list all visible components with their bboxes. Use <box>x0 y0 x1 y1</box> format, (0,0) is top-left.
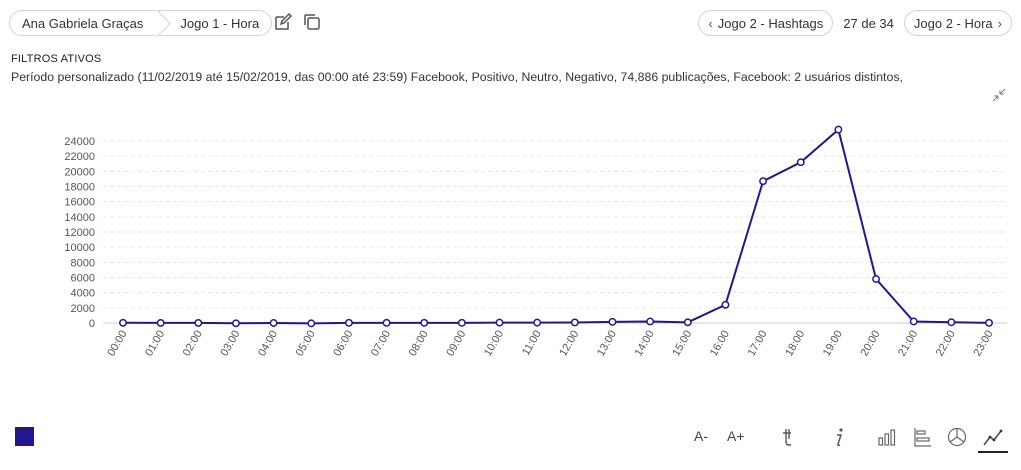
chevron-right-icon: › <box>997 15 1002 31</box>
y-tick-label: 20000 <box>64 166 95 178</box>
x-tick-label: 01:00 <box>143 329 167 359</box>
report-pager: ‹ Jogo 2 - Hashtags 27 de 34 Jogo 2 - Ho… <box>698 10 1012 36</box>
y-tick-label: 18000 <box>64 182 95 194</box>
y-tick-label: 4000 <box>71 288 95 300</box>
data-point[interactable] <box>796 158 805 167</box>
x-tick-label: 19:00 <box>821 329 845 359</box>
y-tick-label: 24000 <box>64 136 95 148</box>
previous-report-label: Jogo 2 - Hashtags <box>717 15 824 31</box>
data-point[interactable] <box>608 317 617 326</box>
previous-report-button[interactable]: ‹ Jogo 2 - Hashtags <box>698 10 834 36</box>
data-point[interactable] <box>307 319 316 328</box>
horizontal-bar-icon[interactable] <box>912 426 934 448</box>
x-tick-label: 14:00 <box>633 329 657 359</box>
y-tick-label: 14000 <box>64 212 95 224</box>
x-tick-label: 08:00 <box>407 329 431 359</box>
chart-svg: 0 2000 4000 6000 8000 10000 12000 14000 16000 180… <box>64 125 1007 359</box>
data-point[interactable] <box>533 318 542 327</box>
data-point[interactable] <box>834 125 843 134</box>
x-tick-label: 10:00 <box>482 329 506 359</box>
x-tick-label: 23:00 <box>971 329 995 359</box>
x-tick-label: 04:00 <box>256 329 280 359</box>
breadcrumb: Ana Gabriela Graças Jogo 1 - Hora <box>9 10 273 36</box>
data-point[interactable] <box>646 317 655 326</box>
data-point[interactable] <box>985 318 993 327</box>
data-point[interactable] <box>232 319 240 328</box>
data-point[interactable] <box>495 318 504 327</box>
x-tick-label: 22:00 <box>934 329 958 359</box>
data-point[interactable] <box>269 319 278 327</box>
y-tick-label: 10000 <box>64 242 95 254</box>
bar-chart-icon[interactable] <box>876 426 898 448</box>
series-line <box>122 127 990 325</box>
breadcrumb-item-report[interactable]: Jogo 1 - Hora <box>160 10 273 36</box>
x-tick-label: 02:00 <box>181 329 205 359</box>
collapse-icon[interactable] <box>991 87 1007 103</box>
x-tick-label: 20:00 <box>858 329 882 359</box>
x-tick-label: 16:00 <box>708 329 732 359</box>
info-icon[interactable] <box>828 426 850 448</box>
x-tick-label: 15:00 <box>670 329 694 359</box>
data-point[interactable] <box>872 275 880 283</box>
top-bar: Ana Gabriela Graças Jogo 1 - Hora ‹ Jogo… <box>0 0 1021 46</box>
data-point[interactable] <box>683 318 692 327</box>
data-point[interactable] <box>909 317 918 326</box>
x-tick-label: 07:00 <box>369 329 393 359</box>
data-point[interactable] <box>457 318 466 327</box>
y-tick-label: 6000 <box>71 273 95 285</box>
x-tick-label: 06:00 <box>331 329 355 359</box>
breadcrumb-item-label: Jogo 1 - Hora <box>180 15 260 31</box>
data-point[interactable] <box>156 318 165 327</box>
next-report-label: Jogo 2 - Hora <box>913 15 993 31</box>
legend-swatch[interactable] <box>15 427 34 446</box>
x-tick-label: 17:00 <box>746 329 770 359</box>
pie-chart-icon[interactable] <box>946 426 968 448</box>
y-tick-label: 2000 <box>71 303 95 315</box>
data-point[interactable] <box>382 318 391 327</box>
page-counter: 27 de 34 <box>843 15 894 31</box>
data-point[interactable] <box>344 318 353 327</box>
x-tick-label: 21:00 <box>896 329 920 359</box>
data-point[interactable] <box>947 318 956 327</box>
filters-title: FILTROS ATIVOS <box>11 53 102 65</box>
x-tick-label: 00:00 <box>105 329 129 359</box>
data-point[interactable] <box>119 318 127 327</box>
copy-icon[interactable] <box>302 12 322 32</box>
y-tick-label: 22000 <box>64 151 95 163</box>
next-report-button[interactable]: Jogo 2 - Hora › <box>903 10 1012 36</box>
data-point[interactable] <box>759 177 768 186</box>
data-point[interactable] <box>194 318 203 327</box>
breadcrumb-item-label: Ana Gabriela Graças <box>22 15 144 31</box>
hourly-line-chart: 0 2000 4000 6000 8000 10000 12000 14000 16000 180… <box>0 110 1021 380</box>
y-tick-label: 0 <box>89 318 95 330</box>
filters-description: Período personalizado (11/02/2019 até 15… <box>11 70 903 84</box>
x-tick-label: 09:00 <box>444 329 468 359</box>
y-tick-label: 8000 <box>71 257 95 269</box>
data-point[interactable] <box>570 318 579 327</box>
line-chart-icon[interactable] <box>982 426 1004 448</box>
x-tick-label: 12:00 <box>557 329 581 359</box>
x-tick-label: 18:00 <box>783 329 807 359</box>
x-tick-label: 03:00 <box>218 329 242 359</box>
chevron-left-icon: ‹ <box>708 15 713 31</box>
edit-icon[interactable] <box>273 12 293 32</box>
y-tick-label: 12000 <box>64 227 95 239</box>
font-increase-button[interactable]: A+ <box>727 428 745 444</box>
breadcrumb-item-user[interactable]: Ana Gabriela Graças <box>9 10 161 36</box>
font-decrease-button[interactable]: A- <box>694 428 708 444</box>
y-tick-label: 16000 <box>64 197 95 209</box>
x-tick-label: 13:00 <box>595 329 619 359</box>
text-icon[interactable] <box>777 426 799 448</box>
data-point[interactable] <box>420 318 429 327</box>
active-chart-indicator <box>978 451 1008 453</box>
x-tick-label: 11:00 <box>520 329 544 358</box>
x-tick-label: 05:00 <box>294 329 318 359</box>
data-point[interactable] <box>721 300 730 309</box>
